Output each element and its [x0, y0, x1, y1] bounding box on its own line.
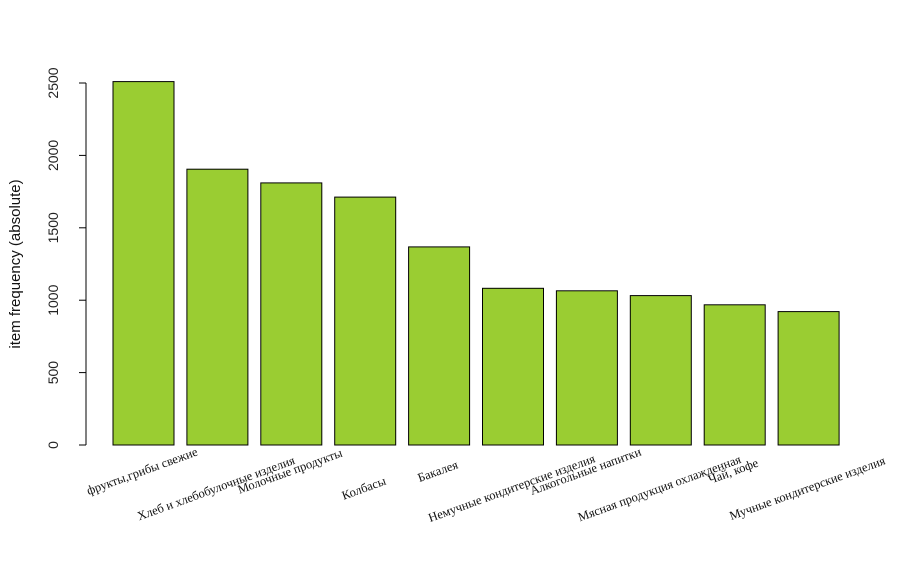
y-tick-label: 1500 [45, 212, 61, 243]
bar [703, 304, 766, 446]
y-axis: 0 500 1000 1500 2000 2500 [45, 67, 87, 449]
x-tick-label: фрукты,грибы свежие [85, 444, 200, 497]
bar [186, 168, 249, 446]
bar [260, 182, 323, 446]
bar [334, 196, 397, 446]
bar [408, 246, 471, 446]
x-tick-label: Колбасы [340, 474, 388, 503]
y-tick-label: 2500 [45, 67, 61, 98]
y-axis-title: item frequency (absolute) [7, 179, 24, 348]
y-tick-label: 0 [45, 441, 61, 449]
bar [629, 295, 692, 446]
bar [482, 287, 544, 446]
y-tick-label: 500 [45, 361, 61, 385]
bar [777, 311, 840, 446]
bar [112, 81, 175, 446]
bar [555, 290, 618, 446]
y-tick-label: 2000 [45, 140, 61, 171]
bars-group [112, 81, 840, 446]
x-tick-label: Бакалея [416, 457, 460, 485]
y-tick-label: 1000 [45, 284, 61, 315]
